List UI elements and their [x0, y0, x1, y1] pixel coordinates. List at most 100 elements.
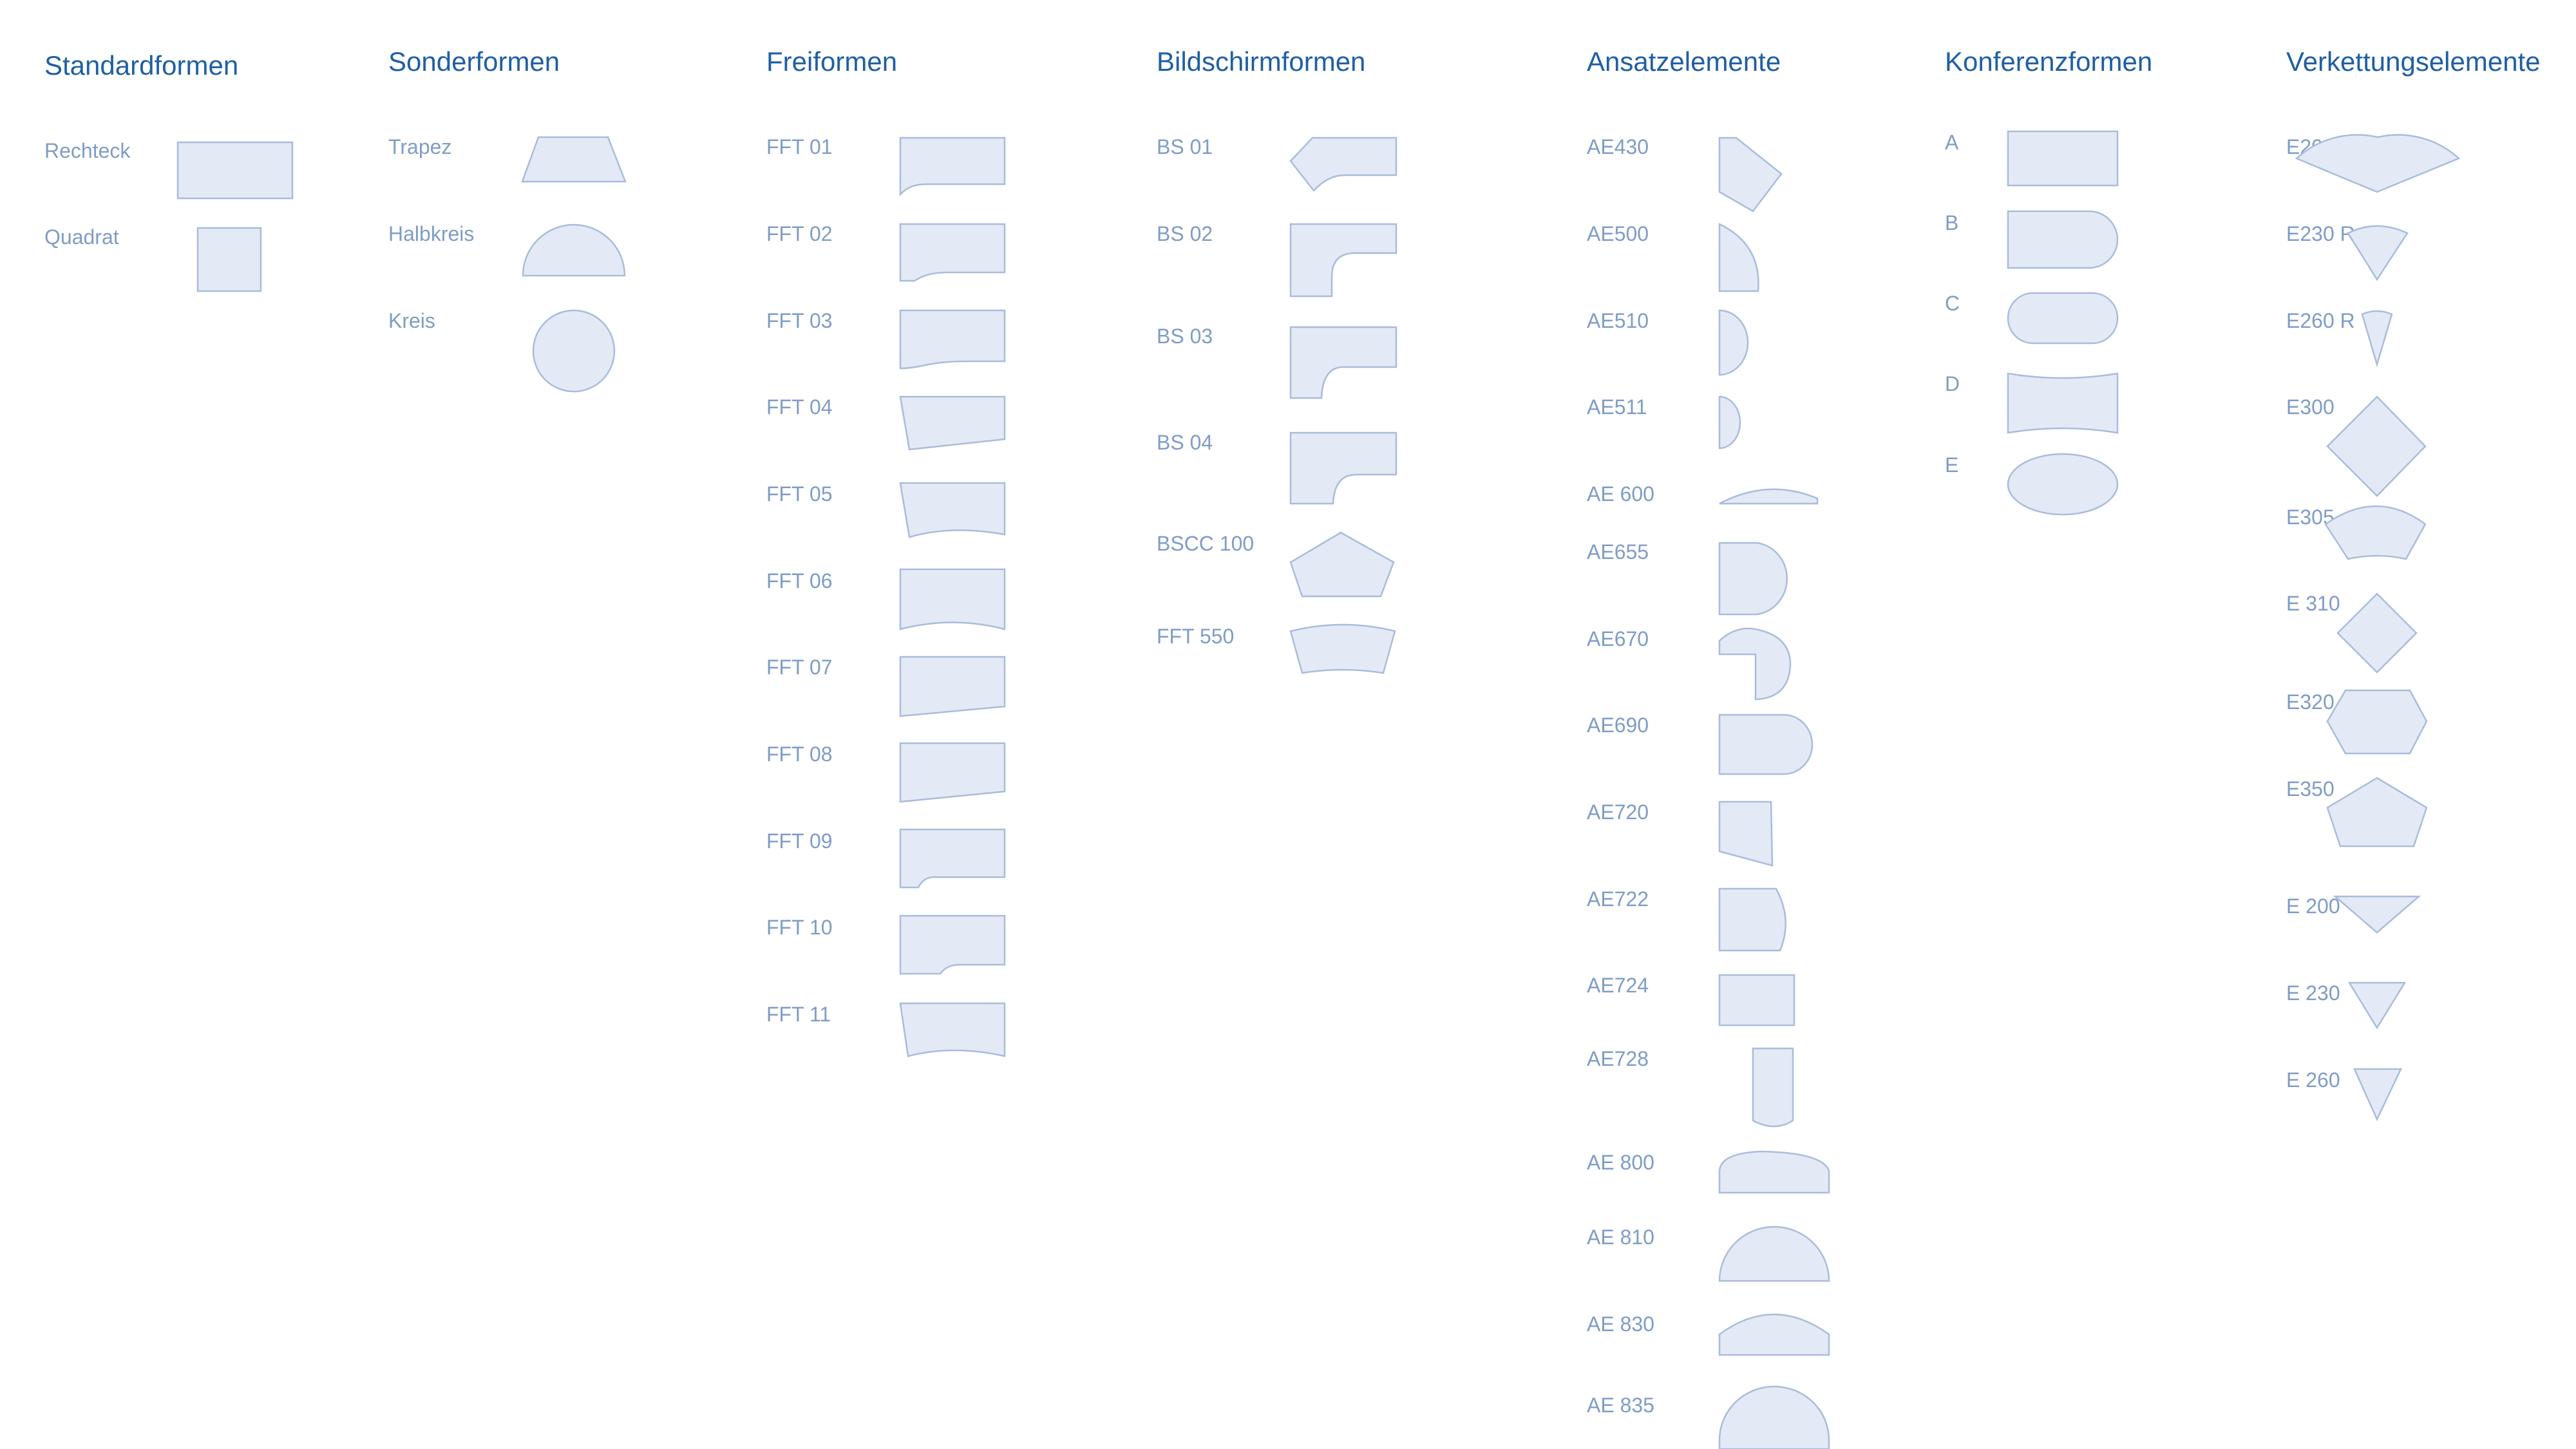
label-rechteck: Rechteck	[44, 139, 131, 162]
label-ae724: AE724	[1587, 974, 1649, 997]
heading-konferenzformen: Konferenzformen	[1945, 46, 2153, 77]
shape-kreis	[532, 309, 616, 393]
label-e-260: E 260	[2286, 1068, 2340, 1092]
label-ae-810: AE 810	[1587, 1226, 1654, 1249]
label-konferenz-e: E	[1945, 453, 1959, 477]
label-e-230: E 230	[2286, 981, 2340, 1005]
label-kreis: Kreis	[388, 309, 435, 332]
heading-standardformen: Standardformen	[44, 50, 239, 80]
shape-ae510	[1718, 309, 1749, 376]
shape-fft-11	[899, 1002, 1006, 1057]
label-fft-07: FFT 07	[766, 656, 833, 679]
shape-ae690	[1718, 714, 1814, 775]
label-fft-03: FFT 03	[766, 309, 833, 332]
shape-ae724	[1718, 974, 1795, 1027]
label-bs-04: BS 04	[1157, 431, 1213, 454]
shape-ae-600	[1719, 488, 1819, 505]
label-fft-04: FFT 04	[766, 395, 833, 419]
shape-fft-550	[1289, 623, 1396, 674]
shape-fft-08	[899, 742, 1006, 803]
shape-e350	[2326, 777, 2428, 848]
shape-konferenz-b	[2007, 210, 2119, 269]
shape-e-310	[2336, 592, 2418, 674]
shape-e300	[2326, 395, 2427, 497]
shape-fft-01	[899, 137, 1006, 197]
label-fft-550: FFT 550	[1157, 625, 1235, 648]
label-ae510: AE510	[1587, 309, 1649, 332]
label-konferenz-c: C	[1945, 292, 1960, 315]
shape-ae511	[1718, 395, 1741, 450]
shape-fft-03	[899, 309, 1006, 370]
shape-ae720	[1718, 800, 1774, 867]
shape-ae670	[1718, 627, 1792, 701]
shape-konferenz-e	[2007, 453, 2119, 516]
label-e-310: E 310	[2286, 592, 2340, 615]
label-ae430: AE430	[1587, 135, 1649, 158]
label-ae-600: AE 600	[1587, 482, 1654, 506]
label-ae690: AE690	[1587, 714, 1649, 737]
label-ae670: AE670	[1587, 627, 1649, 650]
label-e350: E350	[2286, 777, 2334, 800]
label-fft-10: FFT 10	[766, 916, 833, 939]
label-ae728: AE728	[1587, 1047, 1649, 1070]
label-halbkreis: Halbkreis	[388, 222, 475, 245]
label-fft-09: FFT 09	[766, 829, 833, 853]
label-e300: E300	[2286, 395, 2334, 419]
label-e230r: E230 R	[2286, 222, 2355, 245]
label-ae-800: AE 800	[1587, 1151, 1654, 1174]
shape-quadrat	[196, 227, 262, 292]
shape-fft-05	[899, 482, 1006, 538]
label-bs-03: BS 03	[1157, 325, 1213, 348]
shape-e-230	[2347, 981, 2407, 1030]
label-bs-01: BS 01	[1157, 135, 1213, 158]
label-e-200: E 200	[2286, 895, 2340, 918]
label-ae655: AE655	[1587, 540, 1649, 564]
label-fft-11: FFT 11	[766, 1003, 831, 1026]
label-e320: E320	[2286, 690, 2334, 714]
shape-ae728	[1752, 1047, 1794, 1128]
shape-e320	[2326, 689, 2428, 755]
label-bscc-100: BSCC 100	[1157, 532, 1255, 555]
shape-ae430	[1718, 137, 1783, 213]
shape-ae655	[1718, 542, 1788, 616]
shape-e200r	[2295, 134, 2461, 193]
label-ae720: AE720	[1587, 800, 1649, 824]
shape-e305	[2324, 505, 2427, 560]
label-ae500: AE500	[1587, 222, 1649, 245]
label-konferenz-a: A	[1945, 131, 1959, 154]
label-bs-02: BS 02	[1157, 222, 1213, 245]
label-fft-08: FFT 08	[766, 743, 833, 766]
shape-e-260	[2353, 1068, 2402, 1121]
shape-ae722	[1718, 887, 1786, 952]
heading-bildschirmformen: Bildschirmformen	[1157, 46, 1366, 77]
shape-fft-04	[899, 395, 1006, 451]
label-ae722: AE722	[1587, 887, 1649, 911]
shape-ae500	[1718, 223, 1759, 292]
shape-e230r	[2347, 225, 2409, 281]
shape-konferenz-c	[2007, 292, 2119, 345]
shape-e260r	[2361, 310, 2393, 368]
shape-fft-02	[899, 223, 1006, 282]
shape-fft-10	[899, 914, 1006, 975]
label-konferenz-b: B	[1945, 211, 1959, 234]
label-ae-835: AE 835	[1587, 1394, 1654, 1417]
shape-fft-06	[899, 568, 1006, 630]
shape-fft-09	[899, 828, 1006, 889]
label-ae511: AE511	[1587, 395, 1647, 419]
shape-konferenz-a	[2007, 130, 2119, 187]
label-trapez: Trapez	[388, 135, 452, 158]
shape-e-200	[2333, 895, 2421, 934]
label-fft-06: FFT 06	[766, 569, 833, 592]
shape-bs-04	[1289, 431, 1397, 505]
shape-ae-835	[1718, 1385, 1830, 1449]
label-fft-01: FFT 01	[766, 135, 833, 158]
label-quadrat: Quadrat	[44, 225, 119, 249]
heading-verkettungselemente: Verkettungselemente	[2286, 46, 2541, 77]
shape-bs-01	[1289, 137, 1397, 192]
shape-ae-830	[1718, 1313, 1830, 1356]
shape-ae-800	[1718, 1150, 1830, 1194]
label-ae-830: AE 830	[1587, 1312, 1654, 1336]
shape-bscc-100	[1289, 531, 1395, 598]
shape-trapez	[521, 136, 627, 183]
